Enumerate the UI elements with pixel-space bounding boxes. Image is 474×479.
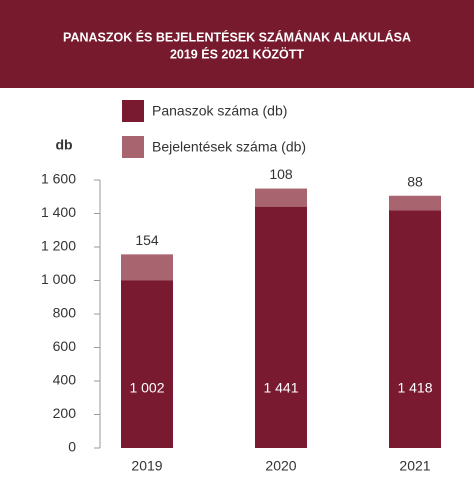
x-tick-label: 2019 (131, 458, 162, 474)
y-tick-label: 600 (53, 338, 77, 354)
y-tick-label: 400 (53, 372, 77, 388)
bar-value-label: 1 002 (129, 380, 164, 396)
y-tick-label: 1 200 (41, 238, 76, 254)
bar-segment (255, 188, 307, 207)
bar-segment (255, 206, 307, 448)
header-banner (0, 0, 474, 88)
chart-title: 2019 ÉS 2021 KÖZÖTT (170, 46, 304, 61)
y-tick-label: 1 000 (41, 271, 76, 287)
y-tick-label: 800 (53, 305, 77, 321)
legend-label: Panaszok száma (db) (152, 103, 287, 119)
bar-value-label: 108 (269, 166, 293, 182)
x-tick-label: 2021 (399, 458, 430, 474)
legend-swatch (122, 100, 144, 122)
y-tick-label: 0 (68, 439, 76, 455)
bar-value-label: 1 418 (397, 380, 432, 396)
bar-value-label: 88 (407, 173, 423, 189)
chart-title: PANASZOK ÉS BEJELENTÉSEK SZÁMÁNAK ALAKUL… (63, 29, 411, 44)
y-axis-label: db (55, 137, 72, 153)
y-tick-label: 200 (53, 405, 77, 421)
bar-segment (121, 280, 173, 448)
y-tick-label: 1 400 (41, 204, 76, 220)
bar-value-label: 154 (135, 232, 159, 248)
y-tick-label: 1 600 (41, 171, 76, 187)
legend-label: Bejelentések száma (db) (152, 139, 306, 155)
bar-value-label: 1 441 (263, 380, 298, 396)
bar-segment (121, 254, 173, 281)
bar-segment (389, 210, 441, 448)
legend-swatch (122, 136, 144, 158)
x-tick-label: 2020 (265, 458, 296, 474)
bar-segment (389, 195, 441, 211)
